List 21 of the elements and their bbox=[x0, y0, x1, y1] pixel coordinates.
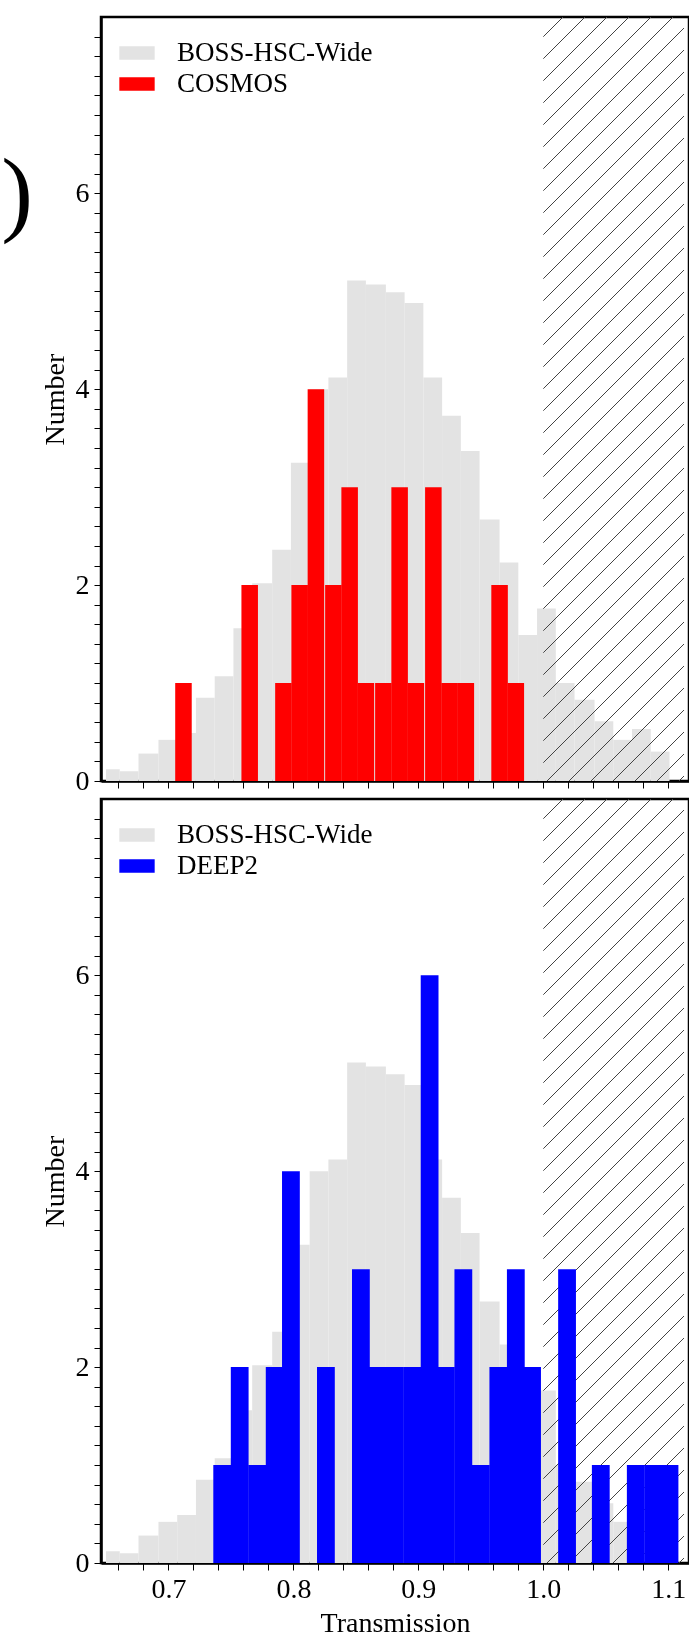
x-tick-label: 0.9 bbox=[401, 1572, 437, 1604]
x-axis-title: Transmission bbox=[320, 1606, 471, 1638]
y-tick-label: 4 bbox=[75, 1154, 90, 1186]
x-tick-label: 1.0 bbox=[526, 1572, 562, 1604]
x-tick-label: 1.1 bbox=[651, 1572, 687, 1604]
y-tick-label: 2 bbox=[75, 568, 90, 600]
text: ) bbox=[1, 139, 33, 245]
x-tick-label: 0.8 bbox=[276, 1572, 312, 1604]
y-tick-label: 6 bbox=[75, 958, 90, 990]
x-tick-label: 0.7 bbox=[151, 1572, 187, 1604]
y-tick-label: 2 bbox=[75, 1350, 90, 1382]
y-axis-title: Number bbox=[38, 352, 70, 446]
legend-label: BOSS-HSC-Wide bbox=[177, 37, 373, 67]
y-tick-label: 4 bbox=[75, 372, 90, 404]
legend-label: BOSS-HSC-Wide bbox=[177, 819, 373, 849]
y-axis-title: Number bbox=[38, 1134, 70, 1228]
y-tick-label: 0 bbox=[75, 764, 90, 796]
y-tick-label: 0 bbox=[75, 1546, 90, 1578]
legend-label: COSMOS bbox=[177, 68, 289, 98]
y-tick-label: 6 bbox=[75, 176, 90, 208]
legend-label: DEEP2 bbox=[177, 850, 258, 880]
